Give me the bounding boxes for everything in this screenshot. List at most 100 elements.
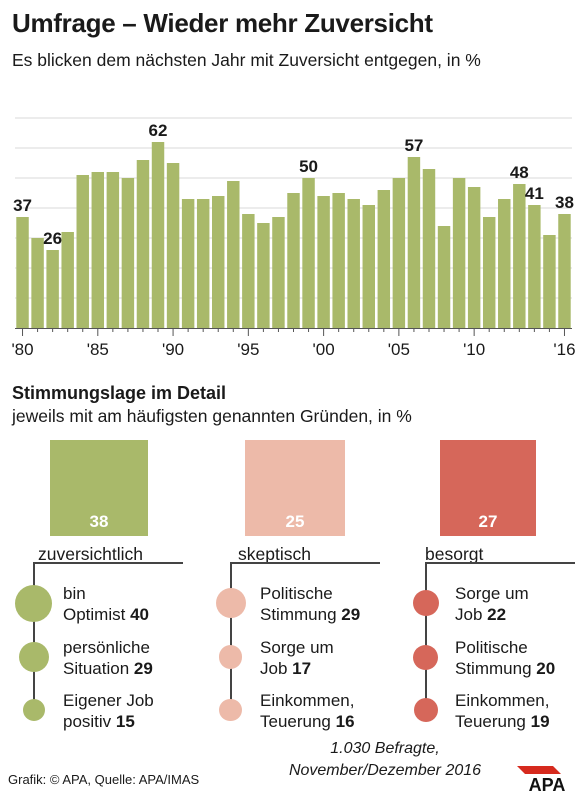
bar-2013 [513, 184, 526, 328]
survey-note: 1.030 Befragte, November/Dezember 2016 [280, 738, 490, 782]
group-underline [230, 562, 380, 564]
group-value: 38 [89, 512, 109, 531]
reason-text: persönliche Situation 29 [63, 637, 153, 679]
bar-1995 [242, 214, 255, 328]
tick-label-1990: '90 [162, 340, 184, 359]
reason-line2: Job [260, 659, 288, 678]
survey-note-line2: November/Dezember 2016 [288, 762, 482, 779]
data-label-2006: 57 [404, 136, 423, 155]
tick-label-1980: '80 [11, 340, 33, 359]
reason-line2: Stimmung [260, 605, 337, 624]
reason-line1: bin [63, 584, 86, 603]
reason-line1: Sorge um [455, 584, 529, 603]
group-square: 27 [440, 440, 536, 536]
reason-line2: positiv [63, 712, 112, 731]
reason-dot [215, 587, 246, 619]
reason-line2-wrap: Teuerung 16 [260, 711, 355, 732]
data-label-2013: 48 [510, 163, 529, 182]
bar-1982 [46, 250, 59, 328]
bar-2012 [498, 199, 511, 328]
chart-bars [16, 142, 571, 328]
group-underline [425, 562, 575, 564]
reason-value: 20 [536, 659, 556, 678]
reason-line2-wrap: Stimmung 20 [455, 658, 555, 679]
bar-chart: 37 26 62 50 57 48 41 38 '80 '85 '90 '95 '00 '05 '10 '1… [11, 117, 576, 359]
bar-1987 [121, 178, 135, 328]
bar-1983 [61, 232, 74, 328]
bar-1986 [106, 172, 120, 328]
bar-2007 [422, 169, 436, 328]
reason-line2: Stimmung [455, 659, 532, 678]
reason-dot [18, 641, 49, 673]
reason-line1: Politische [260, 584, 333, 603]
tick-label-2010: '10 [463, 340, 485, 359]
reason-dot [22, 699, 45, 721]
reason-text: Einkommen, Teuerung 19 [455, 690, 550, 732]
reason-dot [412, 589, 439, 617]
tick-label-2016: '16 [553, 340, 575, 359]
data-label-1980: 37 [13, 196, 32, 215]
reason-value: 29 [341, 605, 361, 624]
tick-label-2000: '00 [313, 340, 335, 359]
bar-1981 [31, 238, 44, 328]
group-underline [33, 562, 183, 564]
bar-2000 [317, 196, 330, 328]
group-connector [33, 563, 35, 706]
chart-axis: '80 '85 '90 '95 '00 '05 '10 '16 [11, 328, 576, 359]
bar-2014 [528, 205, 541, 328]
reason-line2-wrap: positiv 15 [63, 711, 154, 732]
reason-value: 22 [487, 605, 507, 624]
chart-subtitle: Es blicken dem nächsten Jahr mit Zuversi… [12, 50, 481, 70]
reason-text: Politische Stimmung 20 [455, 637, 555, 679]
bar-2003 [362, 205, 375, 328]
bar-2016 [558, 214, 571, 328]
apa-logo: APA [517, 766, 566, 792]
group-connector [230, 563, 232, 706]
source-credit: Grafik: © APA, Quelle: APA/IMAS [8, 772, 200, 787]
tick-label-1985: '85 [87, 340, 109, 359]
apa-logo-text: APA [529, 775, 566, 792]
bar-1989 [151, 142, 165, 328]
reason-line2: Situation [63, 659, 130, 678]
reason-text: Eigener Job positiv 15 [63, 690, 154, 732]
reason-text: Sorge um Job 22 [455, 583, 529, 625]
bar-2001 [332, 193, 345, 328]
reason-line1: Eigener Job [63, 691, 154, 710]
data-label-1999: 50 [299, 157, 318, 176]
bar-2011 [482, 217, 496, 328]
reason-line2: Job [455, 605, 483, 624]
reason-dot [219, 645, 243, 669]
reason-dot [413, 697, 438, 723]
reason-text: Sorge um Job 17 [260, 637, 334, 679]
bar-1992 [196, 199, 210, 328]
chart-data-labels: 37 26 62 50 57 48 41 38 [13, 121, 574, 248]
bar-1993 [212, 196, 225, 328]
data-label-2014: 41 [525, 184, 544, 203]
reason-text: bin Optimist 40 [63, 583, 149, 625]
reason-value: 17 [292, 659, 312, 678]
bar-2006 [407, 157, 421, 328]
group-square: 38 [50, 440, 148, 536]
group-label: besorgt [425, 544, 484, 564]
reason-line1: persönliche [63, 638, 150, 657]
reason-line2-wrap: Job 17 [260, 658, 334, 679]
bar-2008 [437, 226, 451, 328]
bar-1994 [227, 181, 240, 328]
bar-1980 [16, 217, 29, 328]
reason-value: 40 [130, 605, 149, 624]
reason-line2-wrap: Optimist 40 [63, 604, 149, 625]
reason-value: 15 [115, 712, 135, 731]
reason-dot [413, 644, 439, 670]
bar-2004 [377, 190, 391, 328]
bar-1984 [76, 175, 89, 328]
bar-2005 [392, 178, 406, 328]
data-label-2016: 38 [555, 193, 574, 212]
group-connector [425, 563, 427, 706]
chart-title: Umfrage – Wieder mehr Zuversicht [12, 8, 433, 38]
detail-subtitle: jeweils mit am häufigsten genannten Grün… [12, 406, 412, 426]
group-value: 25 [285, 512, 305, 531]
bar-2002 [347, 199, 360, 328]
reason-value: 16 [335, 712, 355, 731]
reason-text: Politische Stimmung 29 [260, 583, 360, 625]
survey-note-line1: 1.030 Befragte, [330, 740, 440, 757]
